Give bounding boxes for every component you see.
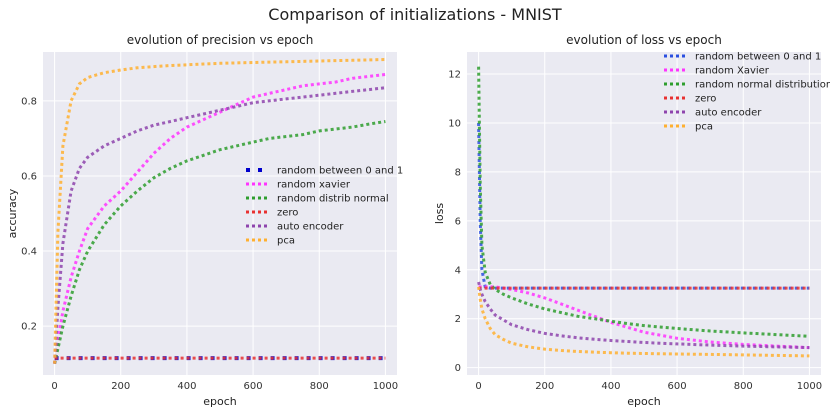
accuracy-chart-title: evolution of precision vs epoch	[127, 33, 314, 47]
loss-x-tick-label: 600	[668, 381, 687, 392]
accuracy-legend-label: random between 0 and 1	[277, 166, 403, 177]
accuracy-y-axis-label: accuracy	[6, 188, 19, 238]
loss-series-line-4	[477, 281, 810, 350]
loss-y-tick-label: 2	[455, 314, 461, 325]
loss-legend-label: random between 0 and 1	[695, 52, 821, 63]
loss-series-line-0	[477, 122, 810, 290]
loss-y-tick-label: 10	[448, 118, 461, 129]
loss-legend-label: pca	[695, 122, 713, 133]
accuracy-legend-label: zero	[277, 208, 298, 219]
loss-y-tick-label: 0	[455, 363, 461, 374]
loss-x-tick-label: 0	[475, 381, 481, 392]
figure-suptitle: Comparison of initializations - MNIST	[268, 5, 562, 24]
accuracy-x-tick-label: 1000	[373, 381, 398, 392]
accuracy-plot-area	[43, 52, 397, 375]
loss-x-tick-label: 800	[734, 381, 753, 392]
accuracy-series-line-2	[53, 120, 386, 365]
accuracy-legend-label: random xavier	[277, 180, 351, 191]
loss-legend-label: random normal distribution	[695, 80, 830, 91]
loss-chart-title: evolution of loss vs epoch	[566, 33, 722, 47]
loss-x-axis-label: epoch	[627, 395, 661, 408]
loss-x-tick-label: 400	[601, 381, 620, 392]
loss-plot-area	[467, 52, 821, 375]
loss-series-line-5	[477, 286, 810, 358]
loss-series-line-2	[477, 66, 810, 338]
loss-y-tick-label: 4	[455, 265, 461, 276]
loss-legend-label: auto encoder	[695, 108, 762, 119]
accuracy-x-axis-label: epoch	[203, 395, 237, 408]
loss-y-axis-label: loss	[433, 203, 446, 225]
accuracy-x-tick-label: 0	[51, 381, 57, 392]
loss-series-line-1	[478, 285, 810, 350]
accuracy-y-tick-label: 0.2	[21, 322, 37, 333]
loss-y-tick-label: 6	[455, 216, 461, 227]
accuracy-x-tick-label: 400	[177, 381, 196, 392]
accuracy-series-line-4	[53, 86, 386, 364]
accuracy-series-line-5	[53, 58, 386, 364]
accuracy-x-tick-label: 200	[111, 381, 130, 392]
loss-x-tick-label: 1000	[797, 381, 822, 392]
accuracy-series-line-1	[53, 73, 386, 364]
loss-legend-label: zero	[695, 94, 716, 105]
accuracy-x-tick-label: 600	[244, 381, 263, 392]
loss-y-tick-label: 8	[455, 167, 461, 178]
accuracy-y-tick-label: 0.6	[21, 171, 37, 182]
loss-legend-label: random Xavier	[695, 66, 770, 77]
accuracy-x-tick-label: 800	[310, 381, 329, 392]
loss-x-tick-label: 200	[535, 381, 554, 392]
accuracy-legend-label: pca	[277, 236, 295, 247]
accuracy-y-tick-label: 0.4	[21, 247, 37, 258]
accuracy-legend-label: random distrib normal	[277, 194, 389, 205]
loss-y-tick-label: 12	[448, 70, 461, 81]
accuracy-legend-label: auto encoder	[277, 222, 344, 233]
accuracy-y-tick-label: 0.8	[21, 96, 37, 107]
